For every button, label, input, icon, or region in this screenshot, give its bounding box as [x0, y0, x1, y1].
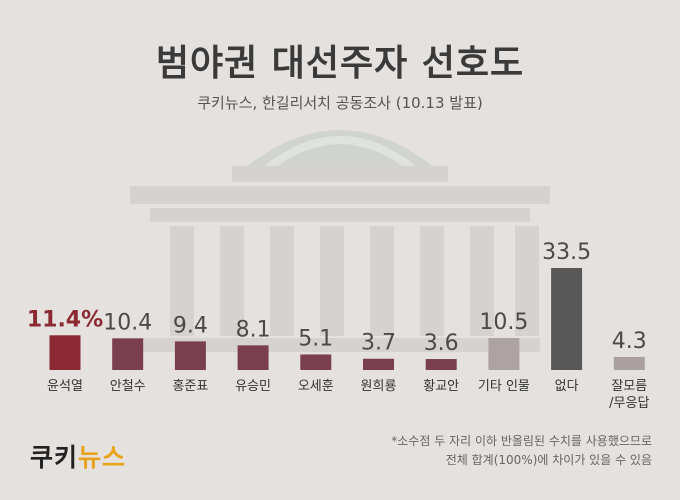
footnote-line-1: *소수점 두 자리 이하 반올림된 수치를 사용했으므로: [391, 434, 652, 448]
logo-text-news: 뉴스: [78, 443, 127, 472]
value-label-0: 11.4%: [27, 307, 103, 332]
value-label-3: 8.1: [236, 317, 271, 342]
value-label-4: 5.1: [298, 326, 333, 351]
bar-0: [49, 335, 81, 370]
value-label-7: 10.5: [479, 310, 528, 335]
bar-2: [174, 341, 206, 370]
category-label-9-1: /무응답: [609, 396, 649, 411]
category-label-7: 기타 인물: [478, 379, 530, 394]
category-label-3: 유승민: [235, 379, 271, 394]
category-label-8: 없다: [555, 379, 579, 394]
category-label-9-0: 잘모름: [611, 379, 647, 394]
chart-subtitle: 쿠키뉴스, 한길리서치 공동조사 (10.13 발표): [197, 94, 483, 112]
bar-3: [237, 345, 269, 370]
footnote-line-2: 전체 합계(100%)에 차이가 있을 수 있음: [445, 453, 652, 467]
value-label-8: 33.5: [542, 240, 591, 265]
category-label-1: 안철수: [110, 379, 146, 394]
bar-1: [112, 338, 144, 370]
value-label-9: 4.3: [612, 329, 647, 354]
bar-7: [488, 338, 520, 370]
category-label-0: 윤석열: [47, 379, 83, 394]
bar-4: [300, 354, 332, 370]
value-label-1: 10.4: [103, 310, 152, 335]
logo-text-kuki: 쿠키: [30, 443, 79, 472]
bar-9: [613, 356, 645, 370]
category-label-5: 원희룡: [361, 379, 397, 394]
kuki-news-logo: 쿠키뉴스: [30, 438, 126, 474]
category-label-6: 황교안: [423, 379, 459, 394]
bar-6: [425, 359, 457, 370]
footnote: *소수점 두 자리 이하 반올림된 수치를 사용했으므로 전체 합계(100%)…: [322, 432, 652, 470]
category-label-4: 오세훈: [298, 379, 334, 394]
value-label-6: 3.6: [424, 331, 459, 356]
bar-5: [363, 358, 394, 370]
category-label-2: 홍준표: [172, 379, 208, 394]
chart-title: 범야권 대선주자 선호도: [155, 43, 525, 84]
value-label-5: 3.7: [361, 331, 396, 356]
value-label-2: 9.4: [173, 313, 208, 338]
bar-8: [551, 268, 583, 370]
